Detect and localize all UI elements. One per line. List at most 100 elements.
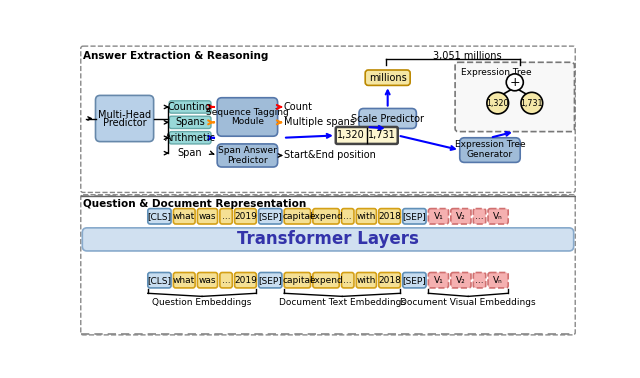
FancyBboxPatch shape — [259, 209, 282, 224]
Text: Sequence Tagging: Sequence Tagging — [206, 108, 289, 117]
FancyBboxPatch shape — [403, 209, 426, 224]
FancyBboxPatch shape — [451, 209, 471, 224]
Text: what: what — [173, 276, 195, 285]
Text: Generator: Generator — [467, 150, 513, 159]
Text: V₁: V₁ — [433, 212, 444, 221]
Text: Multi-Head: Multi-Head — [98, 110, 151, 120]
FancyBboxPatch shape — [474, 209, 486, 224]
Circle shape — [506, 74, 524, 91]
FancyBboxPatch shape — [148, 209, 171, 224]
Circle shape — [521, 92, 543, 114]
Text: Scale Predictor: Scale Predictor — [351, 113, 424, 124]
Text: 2018: 2018 — [378, 276, 401, 285]
Text: Module: Module — [231, 117, 264, 126]
Text: 2018: 2018 — [378, 212, 401, 221]
Text: Span: Span — [178, 148, 202, 158]
FancyBboxPatch shape — [474, 273, 486, 288]
Text: Expression Tree: Expression Tree — [454, 140, 525, 149]
Text: ...: ... — [222, 212, 230, 221]
FancyBboxPatch shape — [284, 209, 310, 224]
Text: 1,320: 1,320 — [486, 99, 509, 108]
FancyBboxPatch shape — [284, 273, 310, 288]
Text: Transformer Layers: Transformer Layers — [237, 231, 419, 248]
Text: Spans: Spans — [175, 117, 205, 127]
FancyBboxPatch shape — [356, 273, 376, 288]
Text: Counting: Counting — [168, 102, 212, 112]
FancyBboxPatch shape — [455, 62, 575, 132]
Circle shape — [487, 92, 509, 114]
FancyBboxPatch shape — [217, 98, 278, 136]
Text: ...: ... — [475, 276, 484, 285]
FancyBboxPatch shape — [148, 273, 171, 288]
FancyBboxPatch shape — [342, 209, 354, 224]
Text: capital: capital — [282, 212, 313, 221]
Text: [SEP]: [SEP] — [403, 212, 426, 221]
FancyBboxPatch shape — [197, 273, 218, 288]
Text: Count: Count — [284, 102, 313, 112]
Text: 1,731: 1,731 — [369, 130, 396, 141]
FancyBboxPatch shape — [460, 138, 520, 163]
FancyBboxPatch shape — [428, 273, 449, 288]
FancyBboxPatch shape — [197, 209, 218, 224]
FancyBboxPatch shape — [365, 70, 410, 85]
Text: Document Text Embeddings: Document Text Embeddings — [279, 298, 406, 307]
FancyBboxPatch shape — [217, 144, 278, 167]
Text: capital: capital — [282, 276, 313, 285]
FancyBboxPatch shape — [235, 273, 256, 288]
Text: Answer Extraction & Reasoning: Answer Extraction & Reasoning — [83, 51, 268, 61]
Text: 2019: 2019 — [234, 276, 257, 285]
Text: was: was — [199, 212, 216, 221]
Text: +: + — [509, 76, 520, 89]
FancyBboxPatch shape — [169, 116, 211, 129]
FancyBboxPatch shape — [359, 108, 417, 129]
Text: Vₙ: Vₙ — [493, 276, 503, 285]
Text: Predictor: Predictor — [103, 118, 147, 128]
Text: V₂: V₂ — [456, 212, 466, 221]
FancyBboxPatch shape — [169, 132, 211, 144]
FancyBboxPatch shape — [336, 127, 397, 144]
Text: V₁: V₁ — [433, 276, 444, 285]
Text: Question Embeddings: Question Embeddings — [152, 298, 252, 307]
Text: Document Visual Embeddings: Document Visual Embeddings — [401, 298, 536, 307]
FancyBboxPatch shape — [235, 209, 256, 224]
FancyBboxPatch shape — [95, 95, 154, 142]
Text: 1,320: 1,320 — [337, 130, 365, 141]
Text: ...: ... — [222, 276, 230, 285]
Text: [CLS]: [CLS] — [147, 276, 172, 285]
Text: Predictor: Predictor — [227, 156, 268, 164]
FancyBboxPatch shape — [379, 209, 401, 224]
Text: ...: ... — [344, 276, 352, 285]
FancyBboxPatch shape — [313, 273, 339, 288]
Text: with: with — [356, 276, 376, 285]
FancyBboxPatch shape — [451, 273, 471, 288]
FancyBboxPatch shape — [313, 209, 339, 224]
Text: Arithmetic: Arithmetic — [164, 133, 216, 143]
FancyBboxPatch shape — [488, 209, 508, 224]
Text: Question & Document Representation: Question & Document Representation — [83, 198, 307, 209]
Text: expend: expend — [309, 212, 343, 221]
Text: ...: ... — [344, 212, 352, 221]
FancyBboxPatch shape — [220, 273, 232, 288]
FancyBboxPatch shape — [173, 273, 195, 288]
Text: [SEP]: [SEP] — [259, 212, 282, 221]
Text: was: was — [199, 276, 216, 285]
FancyBboxPatch shape — [379, 273, 401, 288]
FancyBboxPatch shape — [169, 101, 211, 113]
Text: what: what — [173, 212, 195, 221]
FancyBboxPatch shape — [342, 273, 354, 288]
Text: [SEP]: [SEP] — [403, 276, 426, 285]
Text: with: with — [356, 212, 376, 221]
Text: ...: ... — [475, 212, 484, 221]
Text: [CLS]: [CLS] — [147, 212, 172, 221]
Text: 3,051 millions: 3,051 millions — [433, 51, 502, 61]
Text: Expression Tree: Expression Tree — [461, 68, 532, 77]
FancyBboxPatch shape — [356, 209, 376, 224]
Text: 1,731: 1,731 — [520, 99, 543, 108]
Text: [SEP]: [SEP] — [259, 276, 282, 285]
Text: expend: expend — [309, 276, 343, 285]
FancyBboxPatch shape — [488, 273, 508, 288]
Text: V₂: V₂ — [456, 276, 466, 285]
Text: Vₙ: Vₙ — [493, 212, 503, 221]
Text: Multiple spans: Multiple spans — [284, 117, 355, 127]
FancyBboxPatch shape — [83, 228, 573, 251]
